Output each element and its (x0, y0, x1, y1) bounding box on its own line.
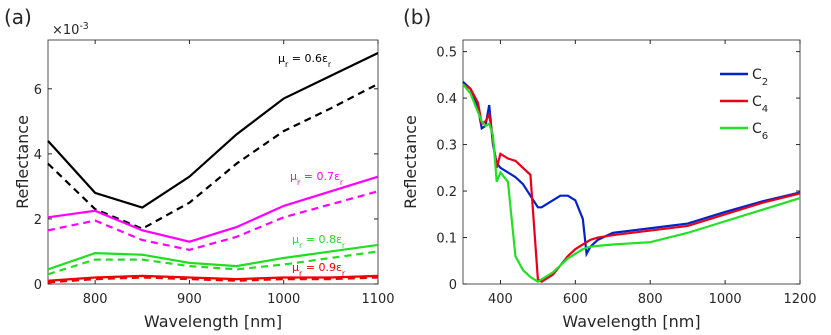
exponent-label-part: -3 (79, 21, 88, 32)
x-tick-label: 1200 (783, 292, 816, 307)
y-axis-label: Reflectance (401, 115, 420, 209)
y-tick-label: 0.5 (436, 46, 457, 61)
y-tick-label: 0.4 (436, 92, 457, 107)
y-tick-label: 2 (34, 213, 42, 228)
legend-label-part: C (752, 94, 762, 110)
y-tick-label: 6 (34, 83, 42, 98)
data-line (47, 82, 379, 230)
x-tick-label: 800 (638, 292, 663, 307)
annotation-part: r (342, 269, 346, 278)
x-tick-label: 1100 (361, 292, 394, 307)
x-axis-label: Wavelength [nm] (144, 312, 282, 331)
annotation-part: μ (292, 233, 299, 246)
legend-label-part: C (752, 121, 762, 137)
data-line (462, 81, 801, 258)
data-line (47, 52, 379, 209)
annotation-part: μ (278, 52, 285, 65)
x-tick-label: 1000 (267, 292, 300, 307)
legend-label-part: C (752, 67, 762, 83)
legend-label: C2 (752, 67, 768, 88)
annotation-part: = 0.8ε (302, 233, 342, 246)
data-line (47, 243, 379, 271)
exponent-label-part: ×10 (52, 23, 79, 38)
annotation-part: r (299, 241, 303, 250)
data-line (462, 83, 801, 283)
annotation: μr = 0.9εr (292, 261, 346, 278)
annotation-part: μ (292, 261, 299, 274)
legend-label-part: 6 (762, 131, 768, 142)
y-tick-label: 0.1 (436, 232, 457, 247)
annotation-part: = 0.6ε (288, 52, 328, 65)
legend-label: C4 (752, 94, 768, 115)
data-line (47, 274, 379, 282)
x-tick-label: 1000 (709, 292, 742, 307)
annotation-part: r (328, 60, 332, 69)
annotation-part: = 0.7ε (300, 170, 340, 183)
annotation: μr = 0.8εr (292, 233, 346, 250)
data-line (47, 175, 379, 243)
data-line (47, 190, 379, 251)
annotation: μr = 0.6εr (278, 52, 332, 69)
y-axis-label: Reflectance (13, 115, 32, 209)
y-tick-label: 4 (34, 148, 42, 163)
data-line (47, 250, 379, 276)
x-tick-label: 400 (488, 292, 513, 307)
y-tick-label: 0 (449, 278, 457, 293)
annotation-part: r (285, 60, 289, 69)
annotation-part: = 0.9ε (302, 261, 342, 274)
legend-label: C6 (752, 121, 768, 142)
legend-label-part: 4 (762, 104, 768, 115)
x-tick-label: 600 (563, 292, 588, 307)
annotation-part: μ (290, 170, 297, 183)
y-tick-label: 0 (34, 278, 42, 293)
data-line (462, 83, 801, 283)
x-axis-label: Wavelength [nm] (562, 312, 700, 331)
x-tick-label: 900 (177, 292, 202, 307)
annotation-part: r (299, 269, 303, 278)
annotation-part: r (342, 241, 346, 250)
exponent-label: ×10-3 (52, 21, 89, 39)
legend-label-part: 2 (762, 77, 768, 88)
panel-label: (b) (403, 5, 431, 29)
y-tick-label: 0.3 (436, 139, 457, 154)
panel-label: (a) (4, 5, 32, 29)
y-tick-label: 0.2 (436, 185, 457, 200)
annotation: μr = 0.7εr (290, 170, 344, 187)
x-tick-label: 800 (83, 292, 108, 307)
annotation-part: r (340, 178, 344, 187)
annotation-part: r (297, 178, 301, 187)
